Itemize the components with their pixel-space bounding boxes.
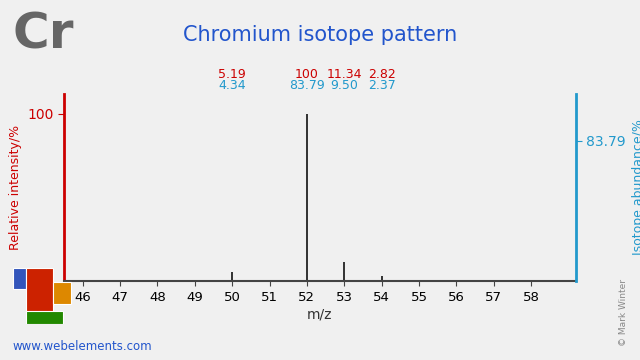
Y-axis label: Isotope abundance/%: Isotope abundance/% [632, 119, 640, 255]
Text: Chromium isotope pattern: Chromium isotope pattern [183, 25, 457, 45]
Bar [13, 268, 26, 289]
Text: 5.19: 5.19 [218, 68, 246, 81]
Bar [26, 268, 53, 318]
Text: 2.37: 2.37 [368, 79, 396, 92]
Text: Cr: Cr [13, 11, 74, 59]
Bar [53, 282, 71, 304]
Text: 100: 100 [295, 68, 319, 81]
Text: 11.34: 11.34 [326, 68, 362, 81]
X-axis label: m/z: m/z [307, 308, 333, 322]
Y-axis label: Relative intensity/%: Relative intensity/% [9, 125, 22, 250]
Text: © Mark Winter: © Mark Winter [620, 279, 628, 346]
Text: www.webelements.com: www.webelements.com [13, 340, 152, 353]
Text: 4.34: 4.34 [218, 79, 246, 92]
Bar [26, 311, 63, 324]
Text: 83.79: 83.79 [289, 79, 324, 92]
Text: 9.50: 9.50 [330, 79, 358, 92]
Text: 2.82: 2.82 [368, 68, 396, 81]
